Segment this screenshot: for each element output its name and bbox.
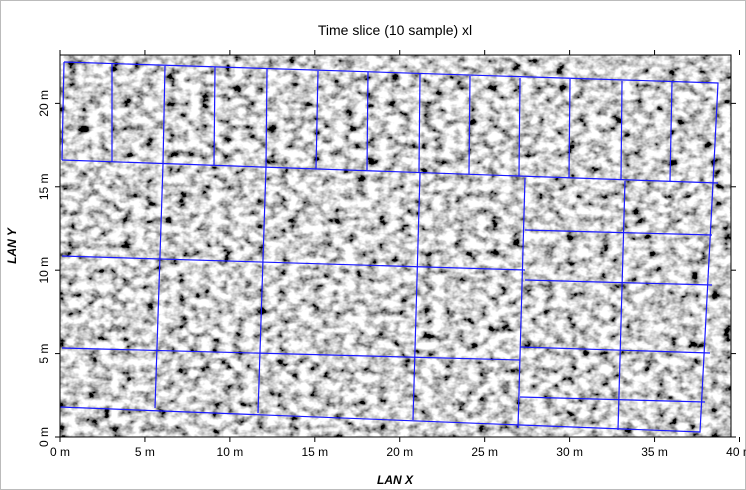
x-tick-label: 30 m	[556, 445, 583, 459]
y-tick-label: 20 m	[37, 90, 51, 117]
x-tick-label: 35 m	[641, 445, 668, 459]
x-tick-label: 20 m	[386, 445, 413, 459]
y-tick-label: 5 m	[37, 344, 51, 364]
x-tick-label: 0 m	[50, 445, 70, 459]
y-tick-label: 10 m	[37, 257, 51, 284]
x-tick-label: 10 m	[217, 445, 244, 459]
plot-frame	[59, 54, 732, 438]
x-tick-label: 15 m	[301, 445, 328, 459]
y-tick-label: 0 m	[37, 427, 51, 447]
x-tick-label: 40 m	[726, 445, 746, 459]
x-tick-label: 25 m	[471, 445, 498, 459]
x-tick-label: 5 m	[135, 445, 155, 459]
x-axis-label: LAN X	[377, 473, 414, 487]
survey-grid	[59, 61, 719, 433]
chart-title: Time slice (10 sample) xl	[318, 22, 472, 38]
y-axis-label: LAN Y	[5, 227, 19, 264]
y-tick-label: 15 m	[37, 173, 51, 200]
